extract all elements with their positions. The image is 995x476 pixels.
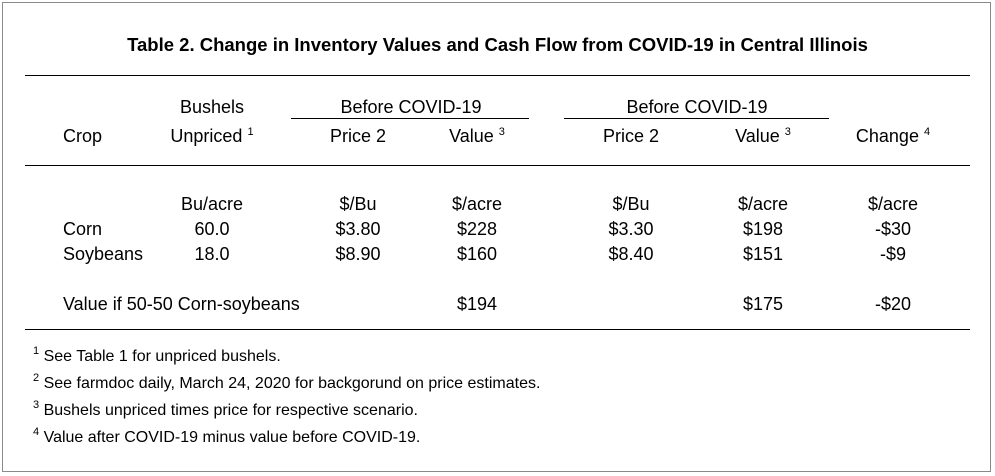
row-value-1: $160 (456, 244, 498, 264)
row-crop: Corn (63, 219, 103, 239)
header-group-before-1: Before COVID-19 (340, 97, 482, 117)
unit-value-2: $/acre (737, 194, 789, 214)
row-value-1: $228 (456, 219, 498, 239)
row-crop: Soybeans (63, 244, 144, 264)
header-price-1: Price 2 (329, 126, 387, 146)
unit-value-1: $/acre (451, 194, 503, 214)
top-rule (25, 75, 970, 76)
header-group-before-2: Before COVID-19 (626, 97, 768, 117)
unit-price-2: $/Bu (612, 194, 650, 214)
row-price-1: $8.90 (335, 244, 381, 264)
header-crop: Crop (63, 126, 103, 146)
row-change: -$9 (879, 244, 907, 264)
summary-label: Value if 50-50 Corn-soybeans (63, 294, 300, 314)
header-value-1: Value 3 (449, 126, 505, 146)
unit-price-1: $/Bu (339, 194, 377, 214)
unit-change: $/acre (867, 194, 919, 214)
header-value-2: Value 3 (735, 126, 791, 146)
row-bushels: 18.0 (194, 244, 230, 264)
footnote: 4 Value after COVID-19 minus value befor… (33, 426, 421, 447)
row-value-2: $198 (742, 219, 784, 239)
table-title: Table 2. Change in Inventory Values and … (127, 34, 868, 55)
header-change: Change 4 (855, 126, 931, 146)
header-bushels-top: Bushels (179, 97, 245, 117)
footnote: 2 See farmdoc daily, March 24, 2020 for … (33, 372, 541, 393)
row-change: -$30 (874, 219, 912, 239)
row-price-2: $8.40 (608, 244, 654, 264)
row-price-1: $3.80 (335, 219, 381, 239)
summary-change: -$20 (874, 294, 912, 314)
header-price-2: Price 2 (602, 126, 660, 146)
unit-bushels: Bu/acre (180, 194, 244, 214)
footnote: 1 See Table 1 for unpriced bushels. (33, 345, 281, 366)
group2-underline (564, 118, 829, 119)
header-rule (25, 165, 970, 166)
row-bushels: 60.0 (194, 219, 230, 239)
header-bushels-bottom: Unpriced 1 (170, 126, 254, 146)
summary-value-1: $194 (456, 294, 498, 314)
footnote: 3 Bushels unpriced times price for respe… (33, 399, 418, 420)
row-price-2: $3.30 (608, 219, 654, 239)
bottom-rule (25, 329, 970, 330)
row-value-2: $151 (742, 244, 784, 264)
summary-value-2: $175 (742, 294, 784, 314)
group1-underline (291, 118, 529, 119)
